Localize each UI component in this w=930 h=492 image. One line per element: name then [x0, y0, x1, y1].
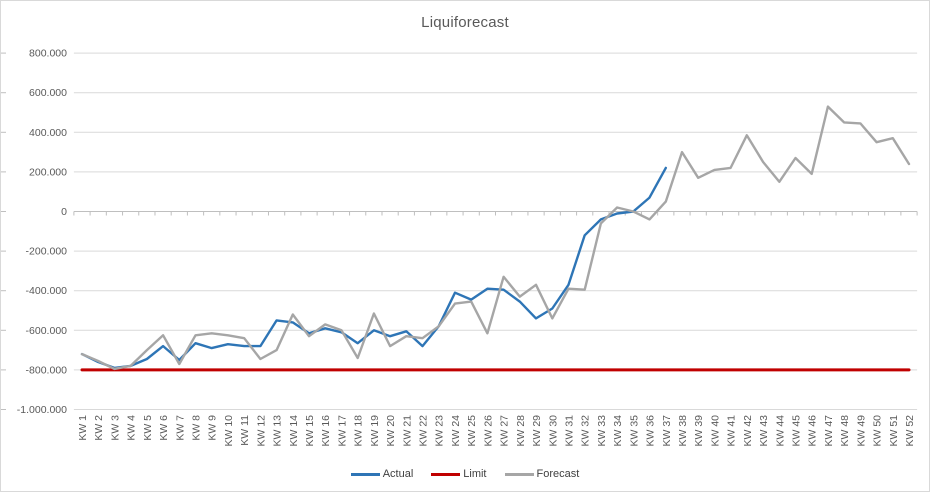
x-axis-label: KW 25 [466, 415, 478, 447]
x-axis-label: KW 35 [628, 415, 640, 447]
legend: Actual Limit Forecast [1, 468, 929, 480]
x-axis-label: KW 44 [774, 415, 786, 447]
x-axis-label: KW 50 [872, 415, 884, 447]
legend-label-forecast: Forecast [536, 468, 580, 480]
x-axis-label: KW 29 [531, 415, 543, 447]
x-axis-label: KW 26 [482, 415, 494, 447]
x-axis-label: KW 6 [158, 415, 170, 441]
x-axis-label: KW 52 [904, 415, 916, 447]
x-axis-label: KW 49 [855, 415, 867, 447]
x-axis-label: KW 1 [77, 415, 89, 441]
x-axis-label: KW 30 [547, 415, 559, 447]
x-axis-label: KW 46 [807, 415, 819, 447]
x-axis-label: KW 27 [499, 415, 511, 447]
legend-item-actual[interactable]: Actual [350, 468, 414, 480]
y-axis-label: 200.000 [29, 166, 67, 178]
series-forecast-line[interactable] [80, 105, 911, 371]
x-axis-label: KW 21 [401, 415, 413, 447]
x-axis-label: KW 39 [693, 415, 705, 447]
x-axis-label: KW 10 [223, 415, 235, 447]
x-axis-label: KW 48 [839, 415, 851, 447]
x-axis-label: KW 36 [645, 415, 657, 447]
x-axis-label: KW 14 [288, 415, 300, 447]
x-axis-label: KW 18 [353, 415, 365, 447]
x-axis-label: KW 19 [369, 415, 381, 447]
legend-label-actual: Actual [382, 468, 414, 480]
y-axis-label: -400.000 [26, 285, 68, 297]
x-axis-label: KW 23 [434, 415, 446, 447]
x-axis-label: KW 8 [191, 415, 203, 441]
legend-swatch-forecast [504, 472, 534, 476]
x-axis-label: KW 47 [823, 415, 835, 447]
legend-swatch-limit [431, 472, 461, 476]
x-axis-label: KW 43 [758, 415, 770, 447]
y-axis-label: 400.000 [29, 127, 67, 139]
x-axis-label: KW 16 [320, 415, 332, 447]
x-axis-label: KW 4 [126, 415, 138, 441]
x-axis-label: KW 5 [142, 415, 154, 441]
x-axis-label: KW 45 [790, 415, 802, 447]
x-axis-label: KW 15 [304, 415, 316, 447]
y-axis-label: 800.000 [29, 48, 67, 60]
x-axis-label: KW 3 [109, 415, 121, 441]
legend-swatch-actual [350, 472, 380, 476]
y-axis-label: -200.000 [26, 246, 68, 258]
x-axis-label: KW 13 [272, 415, 284, 447]
x-axis-label: KW 42 [742, 415, 754, 447]
x-axis-label: KW 33 [596, 415, 608, 447]
y-axis-label: 600.000 [29, 87, 67, 99]
x-axis-label: KW 32 [580, 415, 592, 447]
y-axis-label: 0 [61, 206, 67, 218]
x-axis-label: KW 31 [563, 415, 575, 447]
legend-label-limit: Limit [463, 468, 487, 480]
x-axis-label: KW 41 [726, 415, 738, 447]
x-axis-label: KW 2 [93, 415, 105, 441]
x-axis-label: KW 20 [385, 415, 397, 447]
x-axis-label: KW 38 [677, 415, 689, 447]
series-actual-line[interactable] [80, 166, 667, 370]
y-axis-label: -1.000.000 [17, 404, 67, 416]
chart-title: Liquiforecast [421, 14, 509, 31]
y-axis-label: -600.000 [26, 325, 68, 337]
x-axis-label: KW 11 [239, 415, 251, 446]
y-axis-label: -800.000 [26, 364, 68, 376]
x-axis-label: KW 51 [888, 415, 900, 447]
x-axis-label: KW 7 [174, 415, 186, 441]
x-axis-label: KW 34 [612, 415, 624, 447]
x-axis-label: KW 12 [255, 415, 267, 447]
x-axis-label: KW 24 [450, 415, 462, 447]
legend-item-forecast[interactable]: Forecast [504, 468, 580, 480]
x-axis-label: KW 37 [661, 415, 673, 447]
x-axis-label: KW 28 [515, 415, 527, 447]
x-axis-label: KW 17 [336, 415, 348, 447]
legend-item-limit[interactable]: Limit [431, 468, 487, 480]
x-axis-label: KW 22 [418, 415, 430, 447]
x-axis-label: KW 9 [207, 415, 219, 441]
x-axis-label: KW 40 [709, 415, 721, 447]
